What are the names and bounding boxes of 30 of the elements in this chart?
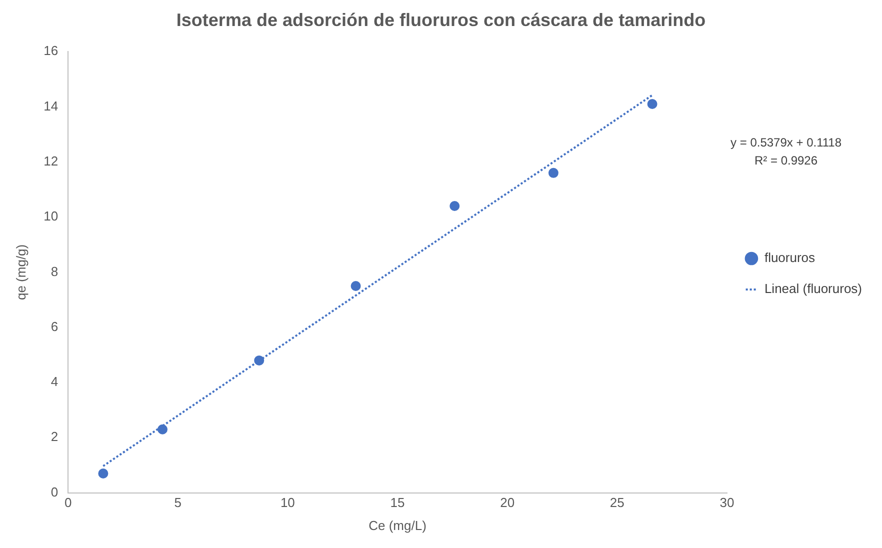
y-tick-label: 6 <box>50 318 58 334</box>
point <box>254 355 264 366</box>
y-axis-title: qe (mg/g) <box>13 244 28 300</box>
y-tick-label: 8 <box>50 264 58 279</box>
text: y = 0.5379x + 0.1118 <box>730 135 842 150</box>
x-tick-label: 20 <box>500 495 515 510</box>
point <box>647 98 658 109</box>
x-tick-label: 0 <box>64 495 72 510</box>
point <box>548 168 558 178</box>
y-tick-label: 14 <box>44 98 58 114</box>
y-tick-label: 4 <box>50 374 58 390</box>
point <box>350 280 361 291</box>
point <box>158 424 168 434</box>
legend-label: fluoruros <box>764 250 816 266</box>
x-tick-label: 30 <box>720 495 734 510</box>
point <box>450 201 460 212</box>
x-tick-label: 5 <box>174 495 182 510</box>
x-tick-label: 10 <box>280 495 295 510</box>
text: R² = 0.9926 <box>754 153 818 168</box>
point <box>98 468 108 478</box>
x-axis-title: Ce (mg/L) <box>368 518 426 533</box>
y-tick-label: 0 <box>50 484 58 500</box>
legend-label: Lineal (fluoruros) <box>764 281 862 296</box>
y-tick-label: 12 <box>44 153 58 168</box>
x-tick-label: 15 <box>390 495 405 510</box>
chart-title: Isoterma de adsorción de fluoruros con cáscara de tamarindo <box>176 10 706 30</box>
x-tick-label: 25 <box>610 495 624 510</box>
y-tick-label: 2 <box>50 429 58 444</box>
y-tick-label: 16 <box>44 43 58 58</box>
y-tick-label: 10 <box>44 208 58 224</box>
